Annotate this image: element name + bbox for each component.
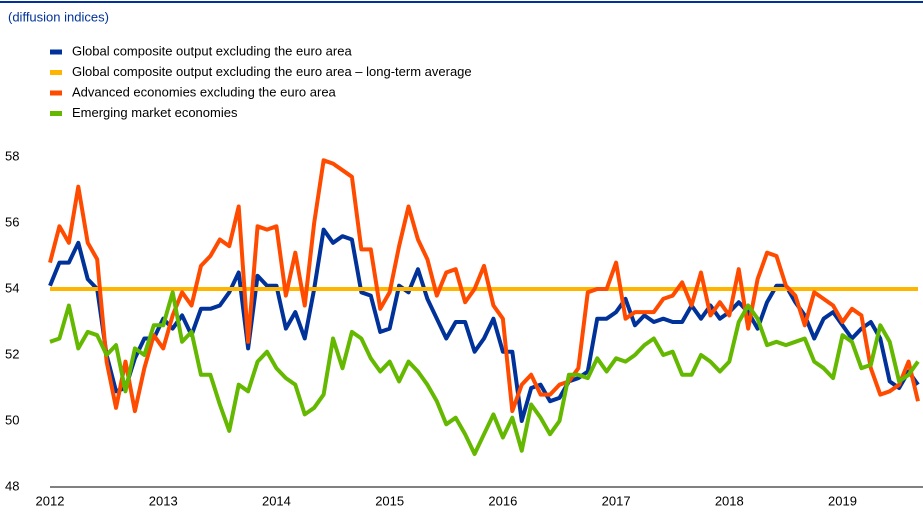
x-tick-label: 2015 bbox=[375, 493, 404, 508]
x-tick-label: 2012 bbox=[36, 493, 65, 508]
legend-label: Emerging market economies bbox=[72, 105, 238, 120]
y-tick-label: 50 bbox=[5, 412, 19, 427]
x-tick-label: 2018 bbox=[715, 493, 744, 508]
y-tick-label: 54 bbox=[5, 280, 19, 295]
x-tick-label: 2013 bbox=[149, 493, 178, 508]
chart-subtitle: (diffusion indices) bbox=[8, 9, 109, 24]
series-line bbox=[49, 290, 920, 456]
x-tick-label: 2017 bbox=[602, 493, 631, 508]
y-tick-label: 48 bbox=[5, 478, 19, 493]
series-line bbox=[48, 158, 920, 414]
y-tick-label: 56 bbox=[5, 214, 19, 229]
y-tick-label: 52 bbox=[5, 346, 19, 361]
x-tick-label: 2019 bbox=[828, 493, 857, 508]
legend-label: Global composite output excluding the eu… bbox=[72, 43, 352, 58]
y-tick-label: 58 bbox=[5, 148, 19, 163]
x-tick-label: 2016 bbox=[488, 493, 517, 508]
legend-label: Global composite output excluding the eu… bbox=[72, 64, 472, 79]
x-tick-label: 2014 bbox=[262, 493, 291, 508]
legend-label: Advanced economies excluding the euro ar… bbox=[72, 84, 337, 99]
series-line bbox=[48, 227, 920, 423]
